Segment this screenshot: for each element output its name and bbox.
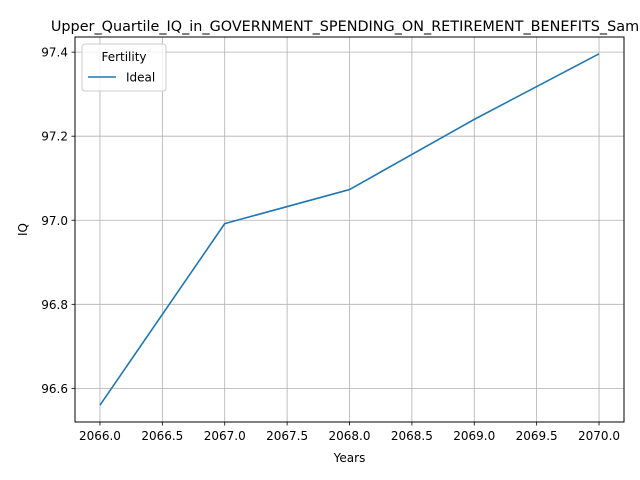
legend-box bbox=[81, 43, 167, 92]
y-tick-label: 97.2 bbox=[41, 130, 68, 144]
y-tick-label: 97.4 bbox=[41, 46, 68, 60]
series-lines bbox=[99, 53, 600, 406]
x-tick-label: 2066.5 bbox=[141, 429, 183, 443]
legend-title: Fertility bbox=[101, 50, 146, 64]
x-axis-label: Years bbox=[333, 451, 366, 465]
plot-frame bbox=[74, 36, 625, 423]
y-tick-label: 96.6 bbox=[41, 382, 68, 396]
x-tick-label: 2066.0 bbox=[79, 429, 121, 443]
x-tick-label: 2068.0 bbox=[329, 429, 371, 443]
y-axis-label: IQ bbox=[16, 223, 30, 236]
y-tick-label: 97.0 bbox=[41, 214, 68, 228]
x-tick-label: 2068.5 bbox=[391, 429, 433, 443]
x-tick-label: 2069.5 bbox=[516, 429, 558, 443]
x-tick-label: 2070.0 bbox=[578, 429, 620, 443]
x-tick-label: 2067.5 bbox=[266, 429, 308, 443]
legend-label-ideal: Ideal bbox=[126, 71, 155, 85]
legend: Fertility Ideal bbox=[81, 43, 167, 92]
x-tick-label: 2069.0 bbox=[453, 429, 495, 443]
grid bbox=[75, 37, 624, 422]
y-axis-ticks: 96.6 96.8 97.0 97.2 97.4 bbox=[41, 46, 75, 396]
x-axis-ticks: 2066.0 2066.5 2067.0 2067.5 2068.0 2068.5 2069… bbox=[79, 422, 620, 443]
chart-title: Upper_Quartile_IQ_in_GOVERNMENT_SPENDING… bbox=[51, 19, 640, 35]
x-tick-label: 2067.0 bbox=[204, 429, 246, 443]
y-tick-label: 96.8 bbox=[41, 298, 68, 312]
